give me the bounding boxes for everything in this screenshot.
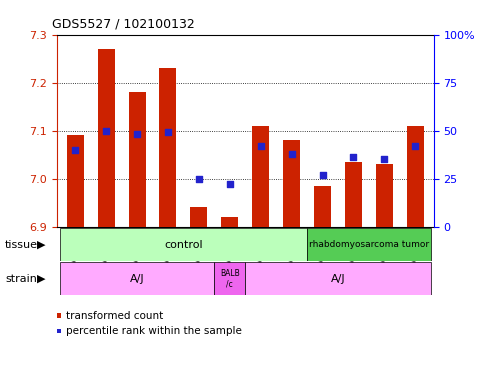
Text: percentile rank within the sample: percentile rank within the sample xyxy=(66,326,242,336)
Bar xyxy=(307,228,431,261)
Bar xyxy=(60,228,307,261)
Point xyxy=(226,181,234,187)
Point xyxy=(71,147,79,153)
Bar xyxy=(376,164,393,227)
Point xyxy=(318,172,326,178)
Bar xyxy=(345,162,362,227)
Text: control: control xyxy=(164,240,203,250)
Point xyxy=(350,154,357,161)
Bar xyxy=(283,140,300,227)
Point xyxy=(102,127,110,134)
Bar xyxy=(214,262,245,295)
Bar xyxy=(314,186,331,227)
Text: rhabdomyosarcoma tumor: rhabdomyosarcoma tumor xyxy=(309,240,429,249)
Bar xyxy=(221,217,238,227)
Point xyxy=(411,143,419,149)
Bar xyxy=(57,313,61,318)
Point xyxy=(133,131,141,137)
Point xyxy=(381,156,388,162)
Text: strain: strain xyxy=(5,273,37,284)
Point xyxy=(257,143,265,149)
Text: ▶: ▶ xyxy=(37,273,45,284)
Text: transformed count: transformed count xyxy=(66,311,164,321)
Text: BALB
/c: BALB /c xyxy=(220,269,240,288)
Text: tissue: tissue xyxy=(5,240,38,250)
Bar xyxy=(245,262,431,295)
Text: A/J: A/J xyxy=(331,273,345,284)
Bar xyxy=(98,49,115,227)
Text: ▶: ▶ xyxy=(37,240,45,250)
Point xyxy=(288,151,296,157)
Point xyxy=(164,129,172,136)
Bar xyxy=(60,262,214,295)
Bar xyxy=(407,126,424,227)
Bar xyxy=(252,126,269,227)
Point xyxy=(195,175,203,182)
Bar xyxy=(67,136,84,227)
Bar xyxy=(159,68,176,227)
Bar xyxy=(57,329,61,333)
Text: A/J: A/J xyxy=(130,273,144,284)
Text: GDS5527 / 102100132: GDS5527 / 102100132 xyxy=(52,17,195,30)
Bar xyxy=(129,92,145,227)
Bar xyxy=(190,207,208,227)
